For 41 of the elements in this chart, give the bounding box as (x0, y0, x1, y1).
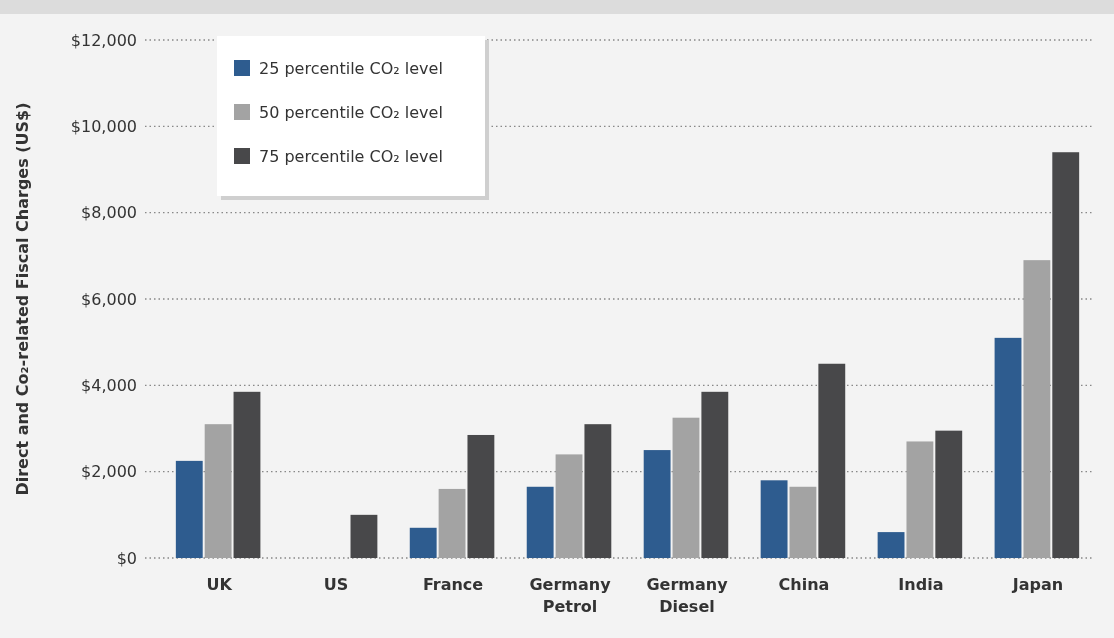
y-tick-label: $6,000 (81, 289, 137, 309)
x-tick-label: Japan (1011, 575, 1064, 594)
bar (1023, 260, 1051, 558)
x-tick-label: UK (206, 575, 233, 594)
bar (818, 363, 846, 558)
y-tick-label: $0 (116, 548, 137, 568)
legend-label: 50 percentile CO₂ level (259, 102, 443, 122)
x-tick-label: Germany Diesel (646, 575, 729, 617)
bar (467, 434, 495, 558)
bar (760, 480, 788, 558)
bar (1052, 152, 1080, 558)
bar (204, 424, 232, 558)
x-tick-label: Germany Petrol (529, 575, 612, 617)
y-tick-label: $8,000 (81, 203, 137, 223)
bar (526, 486, 554, 558)
bar (643, 450, 671, 558)
bar (175, 460, 203, 558)
bar (438, 488, 466, 558)
bar (935, 430, 963, 558)
x-tick-label: US (323, 575, 349, 594)
y-tick-label: $10,000 (70, 116, 137, 136)
bar (789, 486, 817, 558)
x-tick-label: China (778, 575, 830, 594)
bar (555, 454, 583, 558)
bar (701, 391, 729, 558)
bar (233, 391, 261, 558)
bar (409, 527, 437, 558)
bar (994, 337, 1022, 558)
legend-label: 25 percentile CO₂ level (259, 58, 443, 78)
bar (672, 417, 700, 558)
bar (584, 424, 612, 558)
y-axis-title: Direct and Co₂-related Fiscal Charges (US$) (13, 102, 32, 496)
bar (877, 532, 905, 558)
bar (350, 514, 378, 558)
bar (906, 441, 934, 558)
y-tick-label: $2,000 (81, 462, 137, 482)
x-tick-label: France (422, 575, 484, 594)
y-tick-label: $4,000 (81, 375, 137, 395)
legend-label: 75 percentile CO₂ level (259, 146, 443, 166)
y-tick-label: $12,000 (70, 30, 137, 50)
x-tick-label: India (898, 575, 944, 594)
